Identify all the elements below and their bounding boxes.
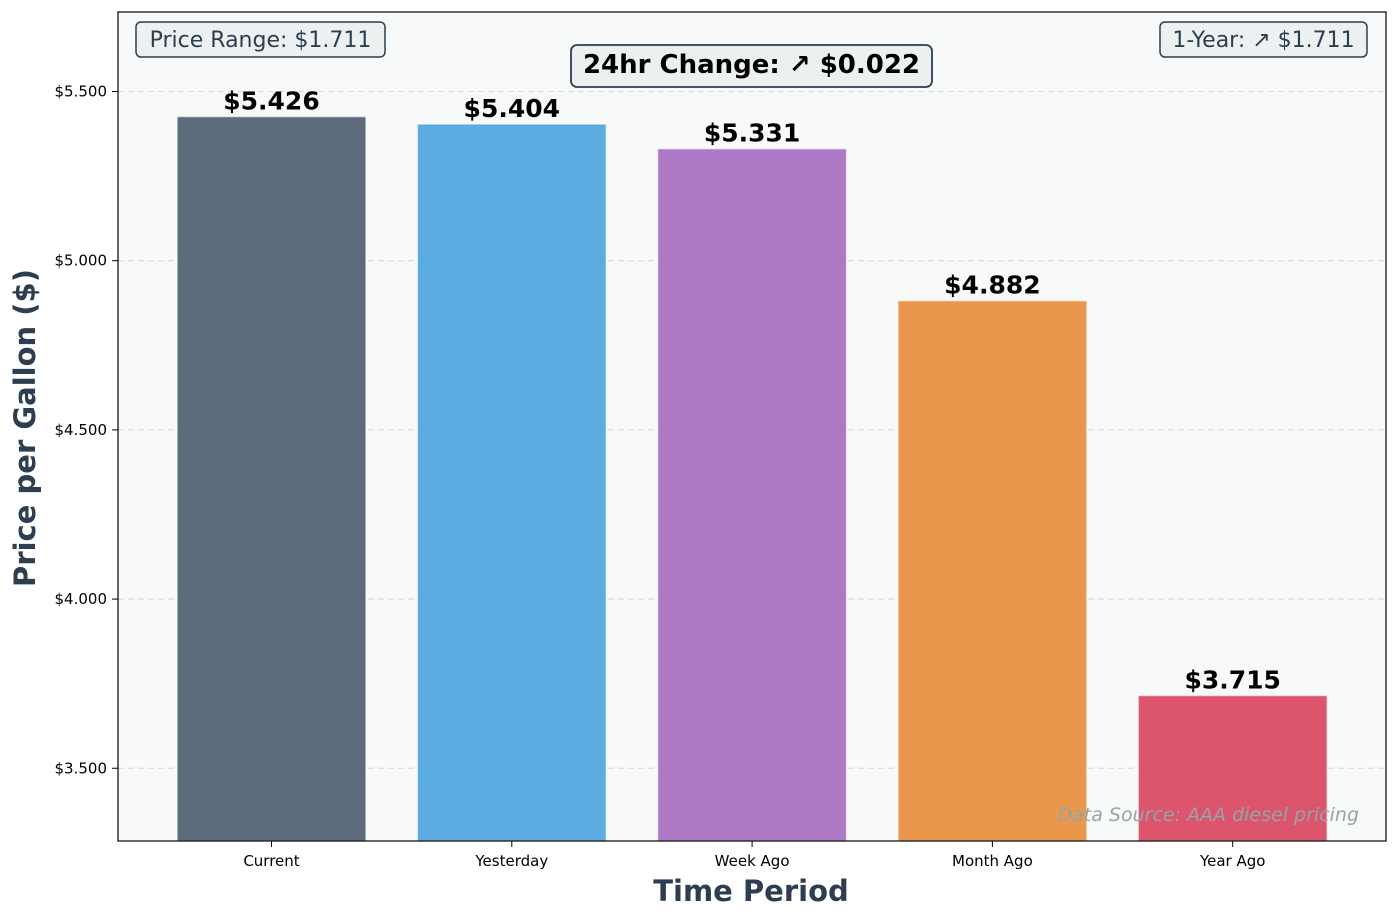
bar-current: [176, 115, 367, 842]
change-24hr-text: 24hr Change: ↗ $0.022: [583, 50, 920, 80]
bar-year-ago: [1137, 694, 1328, 842]
x-tick-label: Year Ago: [1199, 852, 1266, 870]
bar-value-label: $3.715: [1184, 666, 1280, 695]
x-tick-label: Month Ago: [952, 852, 1033, 870]
bar-month-ago: [897, 299, 1088, 842]
data-source-note: Data Source: AAA diesel pricing: [1058, 804, 1359, 826]
bar-value-label: $5.404: [464, 94, 560, 123]
y-tick-label: $4.500: [55, 421, 108, 439]
y-axis-title: Price per Gallon ($): [8, 269, 42, 587]
bars-group: $5.426 $5.404 $5.331 $4.882 $3.715: [176, 87, 1328, 842]
x-tick-label: Yesterday: [474, 852, 548, 870]
y-tick-label: $3.500: [55, 759, 108, 777]
y-axis-ticks: $3.500 $4.000 $4.500 $5.000 $5.500: [55, 83, 118, 777]
x-axis-title: Time Period: [653, 874, 849, 908]
x-tick-label: Current: [243, 852, 299, 870]
x-axis-ticks: Current Yesterday Week Ago Month Ago Year Ag…: [243, 841, 1265, 870]
bar-value-label: $4.882: [944, 271, 1040, 300]
price-range-text: Price Range: $1.711: [150, 28, 372, 53]
bar-yesterday: [416, 123, 608, 842]
one-year-box: 1-Year: ↗ $1.711: [1159, 21, 1368, 58]
y-tick-label: $5.500: [55, 83, 108, 101]
one-year-text: 1-Year: ↗ $1.711: [1172, 28, 1354, 53]
change-24hr-box: 24hr Change: ↗ $0.022: [570, 44, 933, 88]
y-tick-label: $4.000: [55, 590, 108, 608]
price-range-box: Price Range: $1.711: [135, 21, 386, 58]
y-tick-label: $5.000: [55, 252, 108, 270]
bar-value-label: $5.426: [223, 87, 319, 116]
bar-week-ago: [656, 147, 848, 842]
x-tick-label: Week Ago: [715, 852, 790, 870]
bar-value-label: $5.331: [704, 119, 800, 148]
